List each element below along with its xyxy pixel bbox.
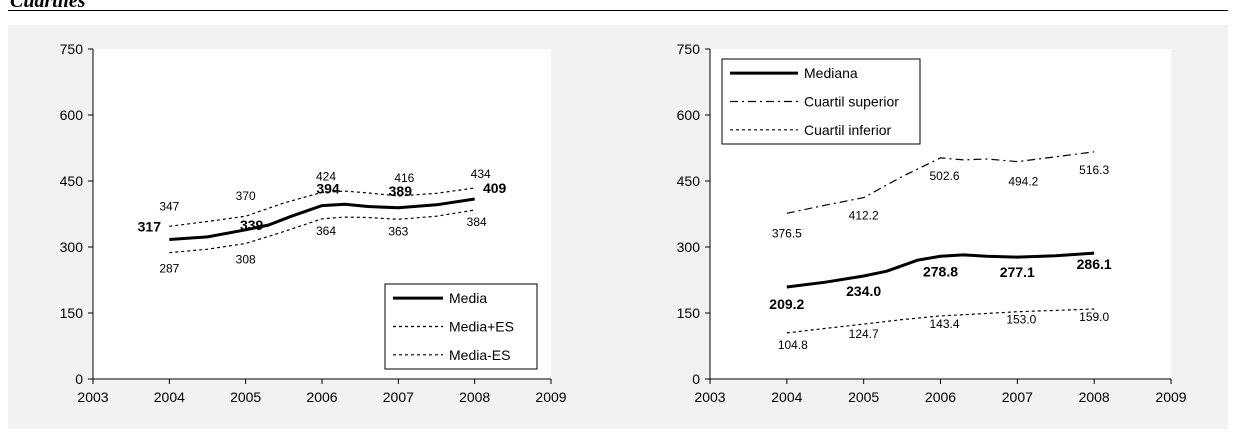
data-label: 287 [159,262,179,276]
data-label: 277.1 [1000,264,1035,280]
x-tick-label: 2003 [77,389,108,405]
x-tick-label: 2006 [306,389,337,405]
data-label: 370 [236,189,256,203]
data-label: 412.2 [849,209,879,223]
series-line-media [169,197,475,241]
legend: Media Media+ES Media-ES [384,283,538,370]
data-label: 434 [471,167,491,181]
data-label: 394 [316,181,340,197]
x-tick-label: 2008 [1079,389,1110,405]
y-tick-label: 300 [60,239,84,255]
y-tick-label: 150 [677,305,701,321]
data-label: 278.8 [923,263,958,279]
y-tick-label: 750 [60,41,84,57]
data-label: 339 [240,217,264,233]
x-tick-label: 2004 [154,389,185,405]
legend-label: Cuartil inferior [804,122,891,138]
data-label: 389 [389,183,413,199]
y-tick-label: 0 [692,371,700,387]
y-tick-label: 450 [677,173,701,189]
series-line-cuartil-superior [786,151,1095,214]
legend-label: Media+ES [449,319,514,335]
legend-label: Media [449,290,487,306]
legend-label: Mediana [804,65,858,81]
x-tick-label: 2009 [1155,389,1186,405]
data-label: 502.6 [929,169,959,183]
data-label: 416 [394,171,414,185]
data-label: 409 [483,180,507,196]
y-tick-label: 450 [60,173,84,189]
data-label: 143.4 [929,317,959,331]
data-label: 308 [236,252,256,266]
data-label: 104.8 [778,338,808,352]
y-tick-label: 750 [677,41,701,57]
x-tick-label: 2005 [848,389,879,405]
chart-2: 0 150 300 450 600 750 2003 2004 2005 2006 2007 2008… [677,41,1187,405]
y-tick-label: 300 [677,239,701,255]
header-rule [8,10,1228,11]
data-label: 234.0 [846,283,881,299]
data-label: 124.7 [849,327,879,341]
x-tick-label: 2004 [771,389,802,405]
data-label: 286.1 [1077,256,1112,272]
data-label: 209.2 [769,296,804,312]
y-tick-label: 600 [677,107,701,123]
x-tick-label: 2006 [925,389,956,405]
data-label: 159.0 [1079,310,1109,324]
data-label: 317 [138,219,162,235]
x-tick-label: 2008 [459,389,490,405]
data-label: 153.0 [1006,313,1036,327]
series-line-media-es [169,209,475,254]
x-tick-label: 2007 [383,389,414,405]
legend-label: Media-ES [449,347,510,363]
data-label: 364 [316,224,336,238]
legend-label: Cuartil superior [804,94,899,110]
chart-1: 0 150 300 450 600 750 2003 2004 2005 2006 2007 2008… [60,41,567,405]
y-tick-label: 0 [75,371,83,387]
x-tick-label: 2003 [694,389,725,405]
series-line-mediana [786,251,1095,289]
series-line-media-es [169,187,475,227]
x-tick-label: 2009 [535,389,566,405]
legend: Mediana Cuartil superior Cuartil inferior [721,58,921,145]
data-label: 494.2 [1008,175,1038,189]
y-tick-label: 150 [60,305,84,321]
data-label: 347 [159,199,179,213]
data-label: 376.5 [772,226,802,240]
data-label: 384 [467,215,487,229]
data-label: 516.3 [1079,163,1109,177]
x-tick-label: 2005 [230,389,261,405]
data-label: 424 [316,169,336,183]
data-label: 363 [388,224,408,238]
x-tick-label: 2007 [1002,389,1033,405]
page-title: Cuartiles [10,0,86,12]
y-tick-label: 600 [60,107,84,123]
